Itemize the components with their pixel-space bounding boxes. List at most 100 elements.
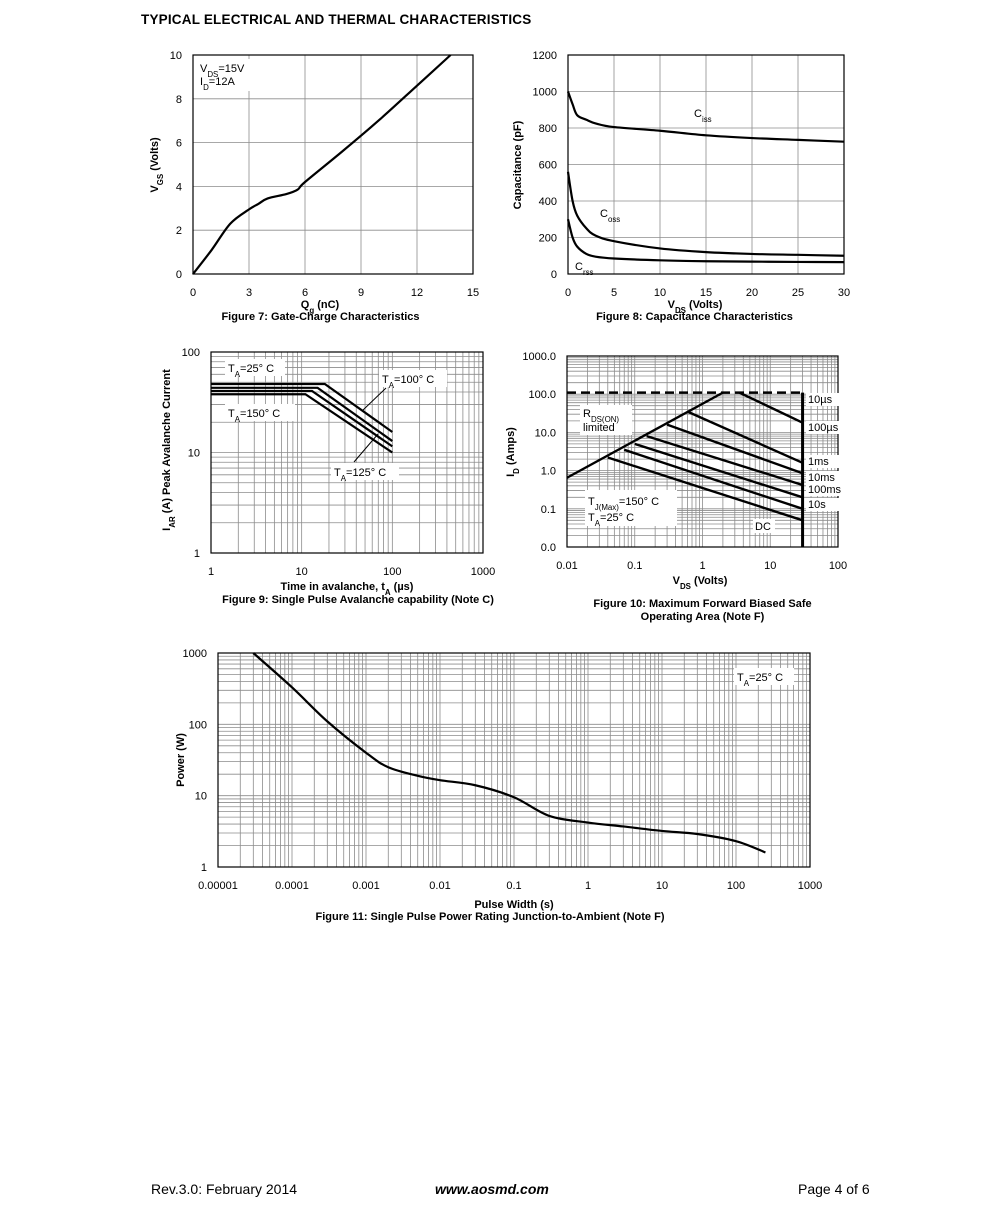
x-tick-label: 1000 xyxy=(798,880,822,892)
label-background xyxy=(806,483,840,496)
label-background xyxy=(806,421,840,434)
x-tick-label: 10 xyxy=(764,560,776,572)
x-tick-label: 0.01 xyxy=(429,880,450,892)
leader-line xyxy=(353,433,379,463)
y-tick-label: 400 xyxy=(539,196,557,208)
y-tick-label: 10.0 xyxy=(535,427,556,439)
x-tick-label: 0.00001 xyxy=(198,880,238,892)
x-tick-label: 12 xyxy=(411,287,423,299)
figure-8-capacitance-chart: 0 5 10 15 20 25 30 0 200 400 600 800 1000 1200 Ciss Cos… xyxy=(512,50,850,315)
y-tick-label: 4 xyxy=(176,181,182,193)
series-line xyxy=(646,434,803,487)
annotation-limited: limited xyxy=(583,422,615,434)
y-tick-label: 100 xyxy=(189,719,207,731)
label-background xyxy=(734,668,794,685)
label-background xyxy=(225,359,285,376)
y-tick-label: 2 xyxy=(176,225,182,237)
series-label-25c: TA=25° C xyxy=(228,363,274,379)
x-tick-label: 100 xyxy=(829,560,847,572)
label-background xyxy=(585,490,677,526)
leader-line xyxy=(361,387,387,412)
x-tick-label: 1 xyxy=(585,880,591,892)
x-tick-label: 15 xyxy=(700,287,712,299)
figure-7-caption: Figure 7: Gate-Charge Characteristics xyxy=(221,311,420,323)
series-line xyxy=(566,171,845,257)
x-tick-label: 0.1 xyxy=(506,880,521,892)
label-background xyxy=(197,59,255,91)
y-tick-label: 600 xyxy=(539,160,557,172)
label-background xyxy=(573,259,601,273)
x-tick-label: 20 xyxy=(746,287,758,299)
x-tick-label: 100 xyxy=(727,880,745,892)
x-tick-label: 0 xyxy=(565,287,571,299)
x-tick-label: 25 xyxy=(792,287,804,299)
label-background xyxy=(806,471,840,484)
y-tick-label: 1000 xyxy=(533,87,557,99)
x-tick-label: 30 xyxy=(838,287,850,299)
footer-website-link[interactable]: www.aosmd.com xyxy=(435,1181,549,1197)
series-label-10s: 10s xyxy=(808,499,826,511)
x-tick-label: 3 xyxy=(246,287,252,299)
x-axis-label: Pulse Width (s) xyxy=(474,899,554,911)
series-line xyxy=(192,54,452,275)
x-tick-label: 9 xyxy=(358,287,364,299)
x-tick-label: 0.01 xyxy=(556,560,577,572)
y-tick-label: 0 xyxy=(176,269,182,281)
label-background xyxy=(331,463,399,480)
annotation-tjmax: TJ(Max)=150° C xyxy=(588,496,659,512)
series-line xyxy=(666,423,803,475)
x-axis-label: VDS (Volts) xyxy=(668,299,723,315)
plot-frame xyxy=(217,652,811,868)
y-tick-label: 10 xyxy=(188,448,200,460)
figure-11-caption: Figure 11: Single Pulse Power Rating Jun… xyxy=(315,911,665,923)
label-background xyxy=(753,519,775,533)
series-line xyxy=(566,91,845,143)
annotation-ta: TA=25° C xyxy=(737,672,783,688)
y-tick-label: 0.1 xyxy=(541,504,556,516)
figure-9-avalanche-chart: 1 10 100 1000 1 10 100 TA=25° C TA=100° C TA=150°… xyxy=(161,347,495,597)
annotation-vds: VDS=15V xyxy=(200,63,245,79)
grid xyxy=(217,653,810,868)
series-line xyxy=(566,218,845,264)
annotation-rdson: RDS(ON) xyxy=(583,408,619,424)
series-line xyxy=(607,456,803,522)
y-axis-label: Power (W) xyxy=(175,733,187,787)
x-tick-label: 15 xyxy=(467,287,479,299)
y-tick-label: 8 xyxy=(176,94,182,106)
x-axis-label: Time in avalanche, tA (µs) xyxy=(281,581,414,597)
plot-frame xyxy=(210,351,484,554)
x-tick-label: 10 xyxy=(654,287,666,299)
x-tick-label: 10 xyxy=(656,880,668,892)
x-tick-label: 0 xyxy=(190,287,196,299)
label-background xyxy=(806,498,840,511)
series-line xyxy=(211,382,393,433)
series-label-100µs: 100µs xyxy=(808,422,839,434)
label-background xyxy=(225,404,295,421)
series-line xyxy=(634,442,803,499)
plot-frame xyxy=(567,54,845,275)
label-background xyxy=(806,455,840,468)
figure-10-safe-operating-area-chart: 0.01 0.1 1 10 1000.00.11.010.0100.01000.010µ… xyxy=(505,351,847,591)
plot-frame xyxy=(566,355,839,548)
y-tick-label: 1 xyxy=(194,548,200,560)
y-tick-label: 100 xyxy=(182,347,200,359)
series-label-150c: TA=150° C xyxy=(228,408,280,424)
x-tick-label: 1000 xyxy=(471,566,495,578)
x-tick-label: 0.1 xyxy=(627,560,642,572)
series-line xyxy=(211,386,393,442)
x-tick-label: 100 xyxy=(383,566,401,578)
figure-10-caption: Figure 10: Maximum Forward Biased Safe O… xyxy=(593,598,812,623)
label-background xyxy=(806,393,840,406)
annotation-id: ID=12A xyxy=(200,76,235,92)
series-line xyxy=(623,448,803,510)
x-tick-label: 10 xyxy=(296,566,308,578)
annotation-ta: TA=25° C xyxy=(588,512,634,528)
figure-11-power-rating-chart: 0.00001 0.0001 0.001 0.01 0.1 1 10 100 1000 1 10 10… xyxy=(175,648,822,911)
y-tick-label: 10 xyxy=(195,791,207,803)
x-tick-label: 1 xyxy=(208,566,214,578)
y-axis-label: VGS (Volts) xyxy=(149,137,165,193)
y-tick-label: 1.0 xyxy=(541,466,556,478)
x-tick-label: 0.0001 xyxy=(275,880,309,892)
